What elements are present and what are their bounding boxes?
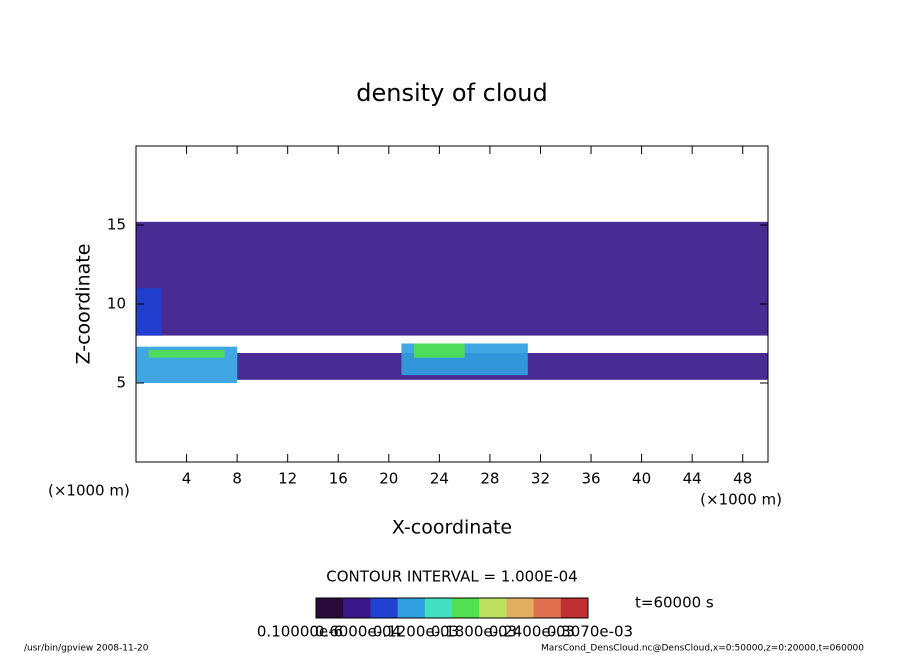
x-tick-label: 36: [581, 470, 600, 488]
x-tick-label: 48: [733, 470, 752, 488]
shaded-region: [136, 288, 162, 336]
x-tick-label: 16: [329, 470, 348, 488]
colorbar-swatch: [560, 598, 589, 618]
shaded-region: [414, 343, 465, 358]
x-unit-label: (×1000 m): [700, 491, 782, 509]
colorbar-label: 0.3070e-03: [547, 623, 633, 641]
colorbar-swatch: [397, 598, 426, 618]
colorbar-swatch: [316, 598, 344, 618]
y-tick-label: 10: [107, 295, 126, 313]
x-tick-label: 20: [379, 470, 398, 488]
contour-interval: CONTOUR INTERVAL = 1.000E-04: [326, 568, 577, 586]
x-tick-label: 8: [232, 470, 242, 488]
x-tick-label: 4: [182, 470, 192, 488]
footer-right: MarsCond_DensCloud.nc@DensCloud,x=0:5000…: [541, 644, 864, 654]
shaded-region: [136, 221, 768, 336]
field: [136, 221, 768, 383]
colorbar-swatch: [424, 598, 453, 618]
y-tick-label: 15: [107, 216, 126, 234]
shaded-region: [148, 349, 225, 358]
colorbar-label: 0.2400e-03: [489, 623, 575, 641]
colorbar-swatch: [506, 598, 535, 618]
colorbar-swatch: [370, 598, 399, 618]
colorbar-swatch: [452, 598, 480, 618]
axes: 4 8 12 16 20 24 28 32 36 40 44 48510150.10000e-60.6…: [107, 145, 769, 641]
footer-left: /usr/bin/gpview 2008-11-20: [24, 644, 149, 654]
y-tick-label: 5: [116, 374, 126, 392]
chart-title: density of cloud: [356, 79, 547, 107]
y-unit-label: (×1000 m): [48, 482, 130, 500]
colorbar-label: 0.6000e-04: [315, 623, 401, 641]
colorbar-label: 0.1800e-03: [431, 623, 517, 641]
x-tick-label: 28: [480, 470, 499, 488]
x-tick-label: 40: [632, 470, 651, 488]
x-tick-label: 12: [278, 470, 297, 488]
colorbar-swatch: [533, 598, 562, 618]
x-tick-label: 24: [430, 470, 449, 488]
x-tick-label: 32: [531, 470, 550, 488]
colorbar-frame: [315, 597, 589, 619]
colorbar-label: 0.1200e-03: [373, 623, 459, 641]
x-tick-label: 44: [683, 470, 702, 488]
x-axis-label: X-coordinate: [392, 517, 512, 539]
colorbar-label: 0.10000e-6: [257, 623, 343, 641]
time-label: t=60000 s: [635, 594, 714, 612]
y-axis-label: Z-coordinate: [73, 244, 95, 365]
colorbar-swatch: [343, 598, 371, 618]
colorbar-swatch: [479, 598, 507, 618]
